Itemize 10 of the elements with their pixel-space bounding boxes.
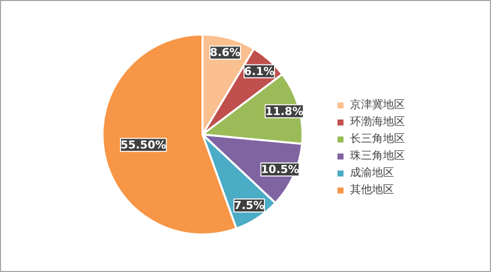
data-label: 7.5% [234,199,264,212]
legend-label: 长三角地区 [350,131,405,146]
legend-label: 其他地区 [350,182,394,197]
legend-label: 京津冀地区 [350,97,405,112]
data-label: 55.50% [120,138,166,152]
data-label: 11.8% [265,104,304,118]
legend-label: 成渝地区 [350,165,394,180]
data-label: 8.6% [210,46,240,60]
legend-label: 珠三角地区 [350,148,405,163]
legend-label: 环渤海地区 [350,114,405,129]
